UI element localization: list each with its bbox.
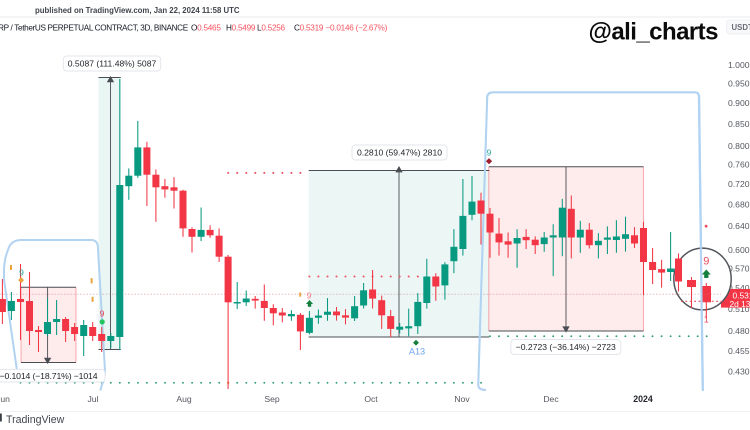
svg-text:Nov: Nov: [454, 394, 470, 404]
svg-text:Jul: Jul: [88, 394, 99, 404]
svg-text:Oct: Oct: [364, 394, 378, 404]
svg-text:0.5087 (111.48%) 5087: 0.5087 (111.48%) 5087: [68, 59, 157, 69]
svg-text:0.760: 0.760: [728, 159, 750, 169]
svg-text:−0.1014 (−18.71%) −1014: −0.1014 (−18.71%) −1014: [0, 371, 98, 381]
svg-text:0.430: 0.430: [728, 366, 750, 376]
svg-text:0.2810 (59.47%) 2810: 0.2810 (59.47%) 2810: [357, 148, 442, 158]
svg-text:published on TradingView.com,: published on TradingView.com, Jan 22, 20…: [35, 6, 240, 15]
svg-text:0.5319: 0.5319: [733, 291, 750, 301]
svg-text:0.600: 0.600: [728, 245, 750, 255]
svg-text:0.570: 0.570: [728, 264, 750, 274]
svg-text:Sep: Sep: [264, 394, 280, 404]
svg-text:A13: A13: [409, 347, 425, 357]
svg-text:0.480: 0.480: [728, 326, 750, 336]
svg-text:0.950: 0.950: [728, 79, 750, 89]
svg-text:0.720: 0.720: [728, 179, 750, 189]
svg-text:XRP / TetherUS PERPETUAL CONTR: XRP / TetherUS PERPETUAL CONTRACT, 3D, B…: [0, 24, 189, 33]
svg-text:0.680: 0.680: [728, 199, 750, 209]
svg-text:1.000: 1.000: [728, 60, 750, 70]
svg-text:Aug: Aug: [176, 394, 192, 404]
svg-text:0.510: 0.510: [728, 304, 750, 314]
svg-text:0.640: 0.640: [728, 221, 750, 231]
svg-text:0.540: 0.540: [728, 283, 750, 293]
svg-text:9: 9: [307, 291, 312, 301]
svg-text:9: 9: [703, 255, 709, 267]
svg-text:0.900: 0.900: [728, 98, 750, 108]
svg-text:0.455: 0.455: [728, 346, 750, 356]
svg-text:0.850: 0.850: [728, 119, 750, 129]
svg-text:1: 1: [704, 314, 709, 324]
svg-text:9: 9: [19, 268, 24, 278]
svg-text:0.800: 0.800: [728, 141, 750, 151]
svg-text:TradingView: TradingView: [6, 414, 65, 426]
svg-text:9: 9: [100, 309, 105, 319]
svg-text:Dec: Dec: [543, 394, 559, 404]
svg-text:2d 13h: 2d 13h: [730, 299, 750, 309]
svg-text:@ali_charts: @ali_charts: [589, 19, 719, 46]
svg-text:−0.2723 (−36.14%) −2723: −0.2723 (−36.14%) −2723: [516, 342, 616, 352]
svg-text:9: 9: [487, 148, 492, 158]
svg-text:2024: 2024: [633, 394, 653, 404]
svg-text:Jun: Jun: [0, 394, 10, 404]
